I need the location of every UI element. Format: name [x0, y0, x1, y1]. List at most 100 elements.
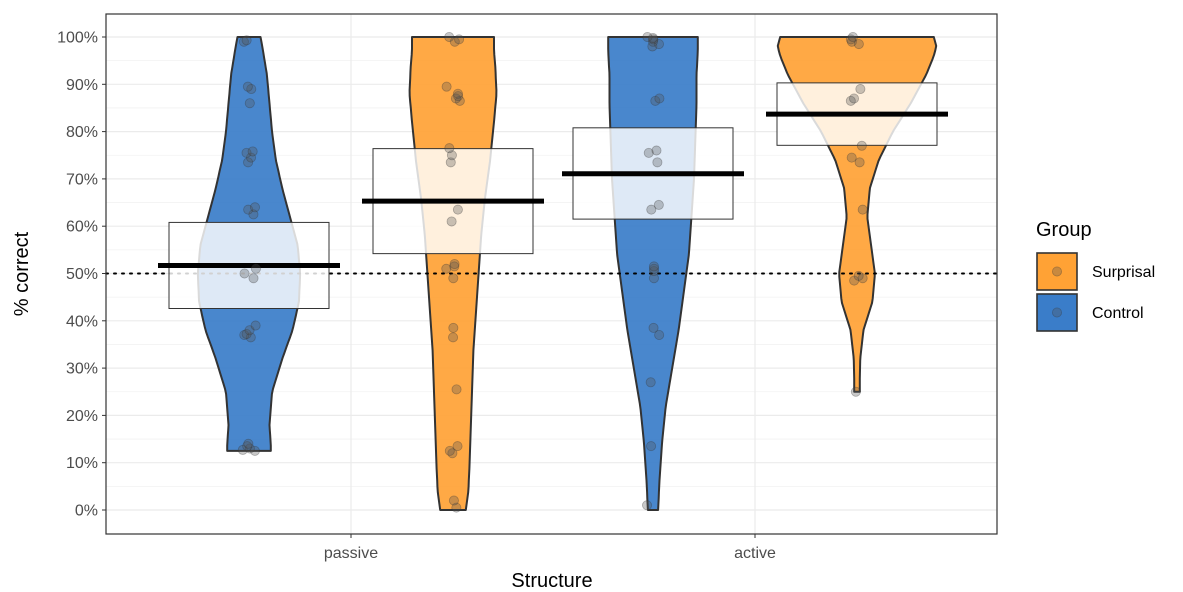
data-point: [853, 39, 864, 50]
data-point: [449, 259, 460, 270]
data-point: [648, 36, 659, 47]
data-point: [642, 500, 653, 511]
data-point: [250, 263, 261, 274]
y-tick-label: 80%: [66, 124, 98, 141]
data-point: [451, 502, 462, 513]
data-point: [445, 157, 456, 168]
data-point: [451, 384, 462, 395]
data-point: [846, 36, 857, 47]
legend-label-control: Control: [1092, 305, 1144, 322]
data-point: [448, 322, 459, 333]
data-point: [654, 329, 665, 340]
data-point: [247, 146, 258, 157]
data-point: [238, 36, 249, 47]
y-tick-label: 60%: [66, 219, 98, 236]
data-point: [853, 270, 864, 281]
data-point: [454, 95, 465, 106]
data-point: [246, 84, 257, 95]
data-point: [250, 320, 261, 331]
data-point: [849, 93, 860, 104]
data-point: [857, 204, 868, 215]
x-tick-label: active: [734, 545, 776, 562]
y-tick-label: 50%: [66, 266, 98, 283]
point-layer: [237, 32, 868, 513]
data-point: [448, 332, 459, 343]
data-point: [446, 216, 457, 227]
y-tick-label: 0%: [75, 503, 98, 520]
data-point: [245, 332, 256, 343]
data-point: [243, 438, 254, 449]
data-point: [249, 202, 260, 213]
y-tick-label: 10%: [66, 455, 98, 472]
data-point: [239, 329, 250, 340]
data-point: [242, 441, 253, 452]
data-point: [449, 36, 460, 47]
data-point: [846, 152, 857, 163]
data-point: [454, 34, 465, 45]
data-point: [845, 34, 856, 45]
data-point: [452, 441, 463, 452]
data-point: [849, 275, 860, 286]
data-point: [449, 261, 460, 272]
summary-box-layer: [158, 82, 948, 310]
data-point: [453, 91, 464, 102]
data-point: [241, 147, 252, 158]
data-point: [857, 273, 868, 284]
data-point: [646, 441, 657, 452]
data-point: [646, 204, 657, 215]
data-point: [649, 263, 660, 274]
data-point: [444, 445, 455, 456]
data-point: [444, 143, 455, 154]
data-point: [248, 209, 259, 220]
data-point: [452, 204, 463, 215]
legend-label-surprisal: Surprisal: [1092, 264, 1155, 281]
data-point: [648, 261, 659, 272]
legend-key-surprisal: [1036, 252, 1078, 291]
data-point: [450, 93, 461, 104]
data-point: [243, 204, 254, 215]
data-point: [653, 39, 664, 50]
axis-layer: 0% 10% 20% 30% 40% 50% 60% 70% 80% 90% 100% passive…: [57, 30, 776, 563]
data-point: [248, 273, 259, 284]
y-tick-label: 100%: [57, 30, 98, 47]
data-point: [652, 157, 663, 168]
data-point: [241, 329, 252, 340]
data-point: [648, 322, 659, 333]
data-point: [854, 157, 865, 168]
data-point: [444, 32, 455, 43]
data-point: [246, 152, 257, 163]
data-point: [856, 140, 867, 151]
data-point: [237, 444, 248, 455]
data-point: [647, 41, 658, 52]
data-point: [847, 32, 858, 43]
data-point: [441, 263, 452, 274]
data-point: [249, 445, 260, 456]
data-point: [648, 273, 659, 284]
x-axis-title: Structure: [511, 570, 592, 592]
legend-key-point: [1052, 307, 1063, 318]
data-point: [855, 84, 866, 95]
y-tick-label: 30%: [66, 361, 98, 378]
data-point: [239, 268, 250, 279]
legend-key-point: [1052, 266, 1063, 277]
data-point: [243, 157, 254, 168]
data-point: [651, 145, 662, 156]
data-point: [244, 443, 255, 454]
data-point: [648, 34, 659, 45]
data-point: [446, 150, 457, 161]
data-point: [647, 32, 658, 43]
data-point: [244, 325, 255, 336]
data-point: [642, 32, 653, 43]
data-point: [653, 199, 664, 210]
legend: Group Surprisal Control: [1036, 219, 1155, 332]
legend-key-control: [1036, 293, 1078, 332]
y-tick-label: 70%: [66, 171, 98, 188]
legend-title: Group: [1036, 219, 1092, 241]
data-point: [654, 93, 665, 104]
data-point: [448, 495, 459, 506]
data-point: [242, 81, 253, 92]
data-point: [650, 95, 661, 106]
y-axis-title: % correct: [11, 231, 33, 316]
data-point: [648, 266, 659, 277]
